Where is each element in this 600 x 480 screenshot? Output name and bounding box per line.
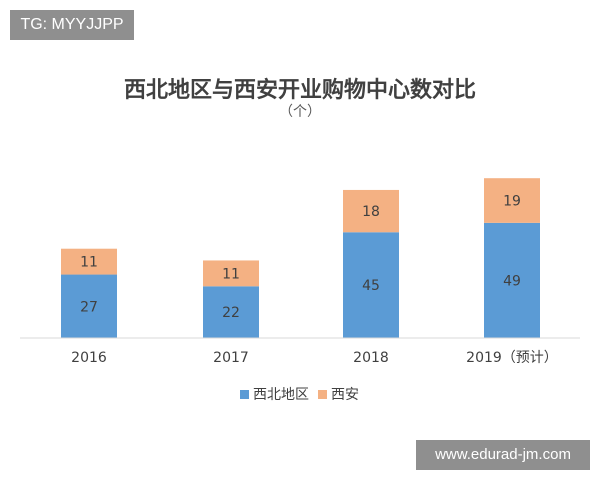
watermark-top: TG: MYYJJPP <box>10 10 134 40</box>
data-label: 49 <box>503 273 521 289</box>
data-label: 27 <box>80 299 98 315</box>
legend: 西北地区 西安 <box>240 387 359 403</box>
bars-group: 27 11 22 11 45 18 49 19 <box>61 178 540 338</box>
bar-segment-northwest <box>61 274 117 338</box>
bar-segment-xian <box>203 260 259 287</box>
data-label: 11 <box>222 266 240 282</box>
data-label: 22 <box>222 305 240 321</box>
data-label: 19 <box>503 194 521 210</box>
bar-segment-northwest <box>484 222 540 338</box>
x-tick-label: 2017 <box>213 350 249 366</box>
x-tick-labels: 2016 2017 2018 2019（预计） <box>71 350 558 366</box>
x-tick-label: 2018 <box>353 350 389 366</box>
bar-segment-xian <box>61 248 117 275</box>
legend-swatch <box>240 390 249 399</box>
legend-label: 西安 <box>331 387 359 403</box>
chart-title: 西北地区与西安开业购物中心数对比 <box>124 77 476 103</box>
data-label: 18 <box>362 204 380 220</box>
bar-segment-northwest <box>343 232 399 338</box>
legend-label: 西北地区 <box>253 387 309 403</box>
bar-segment-xian <box>343 189 399 233</box>
bar-segment-northwest <box>203 286 259 338</box>
bar-segment-xian <box>484 178 540 223</box>
x-tick-label: 2016 <box>71 350 107 366</box>
data-label: 11 <box>80 255 98 271</box>
legend-swatch <box>318 390 327 399</box>
data-label: 45 <box>362 278 380 294</box>
chart-subtitle: （个） <box>279 104 321 120</box>
x-tick-label: 2019（预计） <box>466 350 558 366</box>
watermark-bottom: www.edurad-jm.com <box>416 440 590 470</box>
